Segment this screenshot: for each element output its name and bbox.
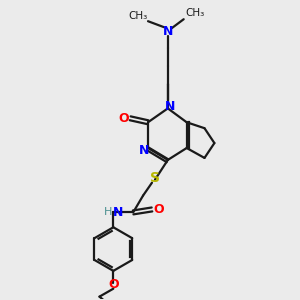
Text: CH₃: CH₃	[128, 11, 148, 21]
Text: O: O	[154, 203, 164, 216]
Text: N: N	[163, 25, 173, 38]
Text: CH₃: CH₃	[185, 8, 204, 18]
Text: N: N	[139, 143, 149, 157]
Text: S: S	[150, 171, 160, 185]
Text: O: O	[108, 278, 119, 291]
Text: N: N	[165, 100, 175, 113]
Text: O: O	[118, 112, 129, 125]
Text: H: H	[104, 207, 112, 218]
Text: N: N	[113, 206, 124, 219]
